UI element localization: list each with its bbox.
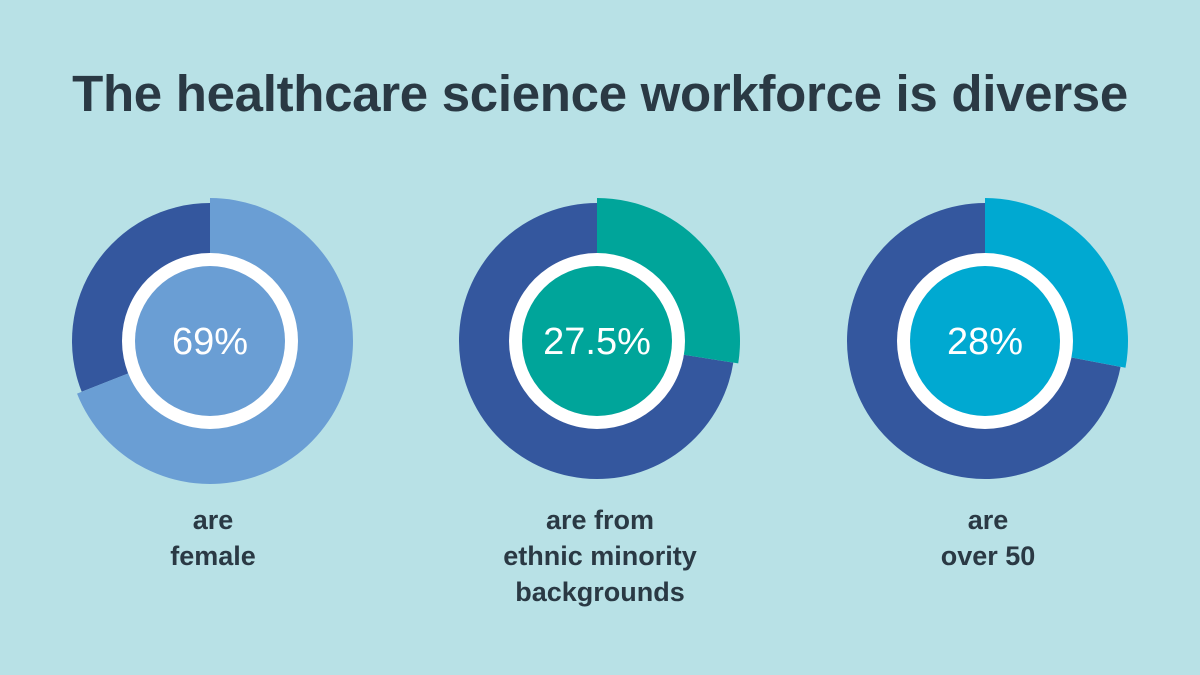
caption-line: are from	[545, 505, 655, 535]
percent-label: 28%	[947, 321, 1023, 363]
caption-ethnic-minority: are from ethnic minority backgrounds	[440, 502, 760, 610]
caption-line: are	[967, 505, 1009, 535]
percent-label: 27.5%	[543, 321, 651, 363]
percent-label: 69%	[172, 321, 248, 363]
caption-over-50: are over 50	[828, 502, 1148, 574]
caption-line: ethnic minority	[503, 541, 697, 571]
donut-charts: 69% 27.5% 28%	[72, 198, 1128, 484]
donut-over-50: 28%	[847, 198, 1128, 479]
center-disc	[910, 266, 1060, 416]
donut-female: 69%	[72, 198, 353, 484]
caption-female: are female	[53, 502, 373, 574]
donut-ethnic-minority: 27.5%	[458, 198, 740, 479]
center-disc	[135, 266, 285, 416]
caption-line: female	[170, 541, 256, 571]
page-title: The healthcare science workforce is dive…	[72, 65, 1128, 122]
caption-line: are	[192, 505, 234, 535]
caption-line: over 50	[940, 541, 1036, 571]
caption-line: backgrounds	[515, 577, 685, 607]
center-disc	[522, 266, 672, 416]
